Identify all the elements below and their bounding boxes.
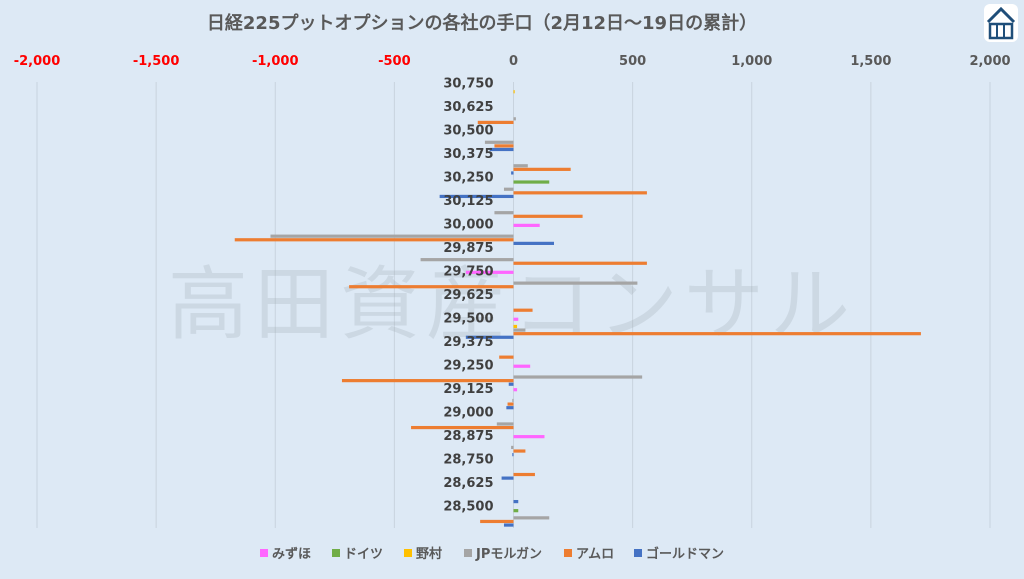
bar — [512, 453, 514, 457]
bar — [499, 355, 514, 359]
legend-swatch — [634, 549, 642, 557]
bar — [507, 402, 514, 406]
bar — [513, 375, 643, 379]
y-category-label: 30,125 — [443, 194, 493, 209]
bar — [513, 332, 921, 336]
bar — [234, 238, 514, 242]
y-category-label: 29,000 — [443, 405, 493, 420]
bar — [513, 241, 555, 245]
y-category-label: 29,250 — [443, 358, 493, 373]
bar — [513, 281, 638, 285]
legend-swatch — [260, 549, 268, 557]
bar — [465, 335, 514, 339]
bar — [477, 120, 514, 125]
legend-label: 野村 — [416, 546, 442, 562]
bar — [511, 171, 514, 175]
bar — [513, 435, 545, 439]
bar — [420, 258, 514, 262]
bar — [506, 406, 514, 410]
bar — [511, 445, 514, 450]
y-category-label: 30,500 — [443, 124, 493, 139]
y-category-label: 29,125 — [443, 382, 493, 397]
bar — [513, 509, 519, 513]
x-tick-label: -2,000 — [14, 54, 61, 69]
x-tick-label: 1,500 — [850, 54, 891, 69]
bar — [513, 180, 550, 184]
bar — [480, 519, 514, 524]
bar — [501, 476, 514, 480]
legend-label: ドイツ — [344, 547, 383, 562]
bar — [494, 211, 514, 215]
y-category-label: 30,375 — [443, 147, 493, 162]
y-category-label: 28,875 — [443, 429, 493, 444]
bar — [489, 147, 514, 152]
bar — [513, 324, 518, 329]
bar — [513, 449, 526, 453]
bar — [512, 398, 514, 403]
bar — [494, 144, 514, 148]
bar — [513, 191, 647, 195]
bar — [496, 422, 514, 426]
y-category-label: 28,625 — [443, 476, 493, 491]
y-category-label: 29,375 — [443, 335, 493, 350]
y-category-label: 29,750 — [443, 265, 493, 280]
bar — [465, 270, 514, 274]
bar — [513, 317, 519, 321]
legend-label: ゴールドマン — [646, 546, 724, 562]
y-category-label: 30,750 — [443, 77, 493, 92]
y-category-label: 30,250 — [443, 171, 493, 186]
x-tick-label: 1,000 — [731, 54, 772, 69]
y-category-label: 28,500 — [443, 499, 493, 514]
bar — [513, 364, 531, 368]
bar — [513, 164, 528, 168]
legend-swatch — [564, 549, 572, 557]
bar — [270, 234, 514, 238]
bar — [513, 90, 515, 94]
legend-swatch — [404, 549, 412, 557]
x-tick-label: 500 — [619, 54, 646, 69]
company-logo — [984, 4, 1018, 42]
legend-label: みずほ — [272, 546, 311, 562]
bar — [513, 117, 516, 121]
bar — [513, 261, 647, 265]
legend-swatch — [332, 549, 340, 557]
bar — [513, 388, 518, 392]
legend-label: JPモルガン — [475, 547, 542, 562]
bar — [513, 328, 526, 332]
y-category-label: 29,625 — [443, 288, 493, 303]
x-tick-label: 2,000 — [969, 54, 1010, 69]
bar — [513, 167, 571, 171]
bar — [503, 187, 514, 191]
legend-swatch — [464, 549, 472, 557]
y-category-label: 29,875 — [443, 241, 493, 256]
bar — [349, 285, 514, 289]
bar — [513, 516, 550, 520]
bar — [411, 425, 514, 430]
y-category-label: 28,750 — [443, 452, 493, 467]
bar — [503, 523, 514, 527]
bar — [513, 499, 519, 504]
bar — [341, 379, 514, 383]
bar — [484, 140, 514, 144]
bar — [508, 382, 514, 386]
x-tick-label: -1,500 — [133, 54, 180, 69]
y-category-label: 29,500 — [443, 311, 493, 326]
y-category-label: 30,000 — [443, 218, 493, 233]
chart-title: 日経225プットオプションの各社の手口（2月12日〜19日の累計） — [207, 12, 757, 34]
y-category-label: 30,625 — [443, 100, 493, 115]
x-tick-label: -1,000 — [252, 54, 299, 69]
bar — [439, 194, 514, 199]
bar — [513, 472, 535, 477]
x-tick-label: -500 — [378, 54, 411, 69]
bar — [513, 223, 540, 227]
bar — [513, 308, 533, 312]
bar — [513, 214, 583, 218]
x-tick-label: 0 — [509, 54, 518, 69]
legend-label: アムロ — [576, 547, 614, 562]
